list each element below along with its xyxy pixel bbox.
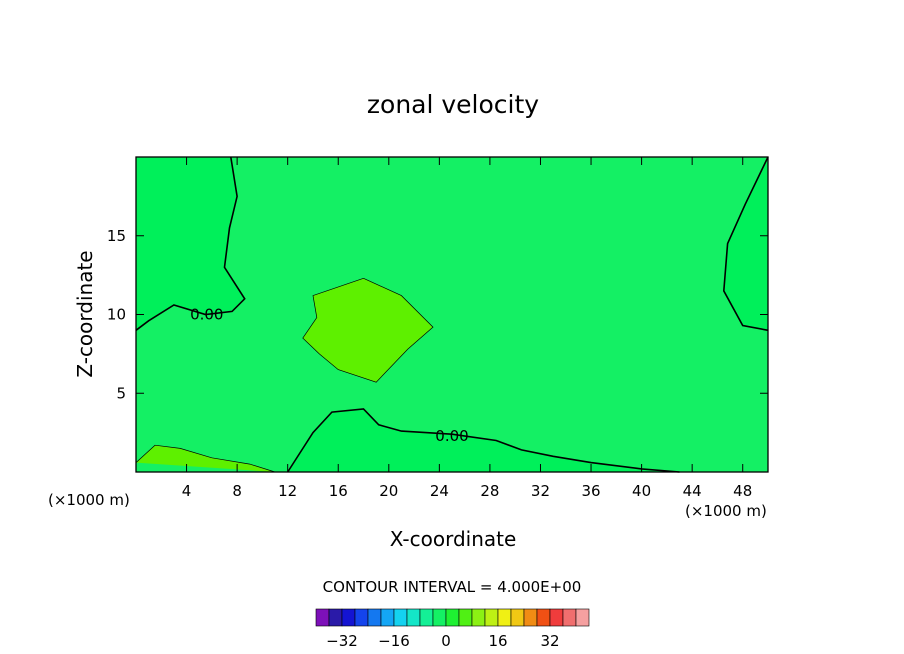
colorbar-swatch-15 xyxy=(510,608,525,627)
colorbar-swatch-7 xyxy=(406,608,421,627)
colorbar-tick-label: 0 xyxy=(441,632,451,650)
colorbar-swatch-8 xyxy=(419,608,434,627)
colorbar: −32 −16 0 16 32 xyxy=(315,608,590,650)
x-tick-label: 8 xyxy=(232,482,242,500)
colorbar-tick-label: −32 xyxy=(326,632,358,650)
colorbar-tick-label: −16 xyxy=(378,632,410,650)
x-tick-label: 28 xyxy=(480,482,499,500)
y-tick-label: 5 xyxy=(116,384,126,402)
contour-label-1: 0.00 xyxy=(435,427,468,445)
colorbar-swatch-13 xyxy=(484,608,499,627)
contour-four-1 xyxy=(135,444,276,473)
colorbar-swatch-14 xyxy=(497,608,512,627)
colorbar-swatch-2 xyxy=(341,608,356,627)
x-unit-left: (×1000 m) xyxy=(48,491,130,509)
colorbar-swatch-11 xyxy=(458,608,473,627)
x-tick-label: 12 xyxy=(278,482,297,500)
x-axis-label: X-coordinate xyxy=(390,527,517,551)
colorbar-swatch-0 xyxy=(315,608,330,627)
colorbar-swatch-5 xyxy=(380,608,395,627)
colorbar-swatch-17 xyxy=(536,608,551,627)
contour-label-0: 0.00 xyxy=(190,306,223,324)
value-region-1 xyxy=(723,157,768,331)
colorbar-swatch-16 xyxy=(523,608,538,627)
x-tick-label: 32 xyxy=(531,482,550,500)
chart-title: zonal velocity xyxy=(367,90,539,119)
x-tick-label: 44 xyxy=(683,482,702,500)
colorbar-swatch-9 xyxy=(432,608,447,627)
colorbar-swatch-19 xyxy=(562,608,577,627)
colorbar-tick-label: 32 xyxy=(540,632,559,650)
x-tick-label: 20 xyxy=(379,482,398,500)
x-unit-right: (×1000 m) xyxy=(685,502,767,520)
contour-zero-0 xyxy=(135,156,246,331)
y-axis-label: Z-coordinate xyxy=(73,250,97,377)
y-tick-label: 10 xyxy=(107,306,126,324)
colorbar-tick-label: 16 xyxy=(488,632,507,650)
colorbar-swatch-12 xyxy=(471,608,486,627)
colorbar-swatch-1 xyxy=(328,608,343,627)
colorbar-swatch-4 xyxy=(367,608,382,627)
colorbar-swatch-10 xyxy=(445,608,460,627)
contour-zero-2 xyxy=(287,408,680,473)
colorbar-swatch-20 xyxy=(575,608,590,627)
x-tick-label: 40 xyxy=(632,482,651,500)
value-region-2 xyxy=(302,278,433,383)
contour-zero-1 xyxy=(722,156,769,332)
x-tick-label: 36 xyxy=(581,482,600,500)
x-tick-label: 24 xyxy=(430,482,449,500)
colorbar-swatch-18 xyxy=(549,608,564,627)
x-tick-label: 48 xyxy=(733,482,752,500)
contour-four-0 xyxy=(302,277,434,383)
x-tick-label: 4 xyxy=(182,482,192,500)
value-region-4 xyxy=(136,445,275,472)
colorbar-swatch-3 xyxy=(354,608,369,627)
y-tick-label: 15 xyxy=(107,227,126,245)
x-tick-label: 16 xyxy=(329,482,348,500)
field-background xyxy=(136,157,768,472)
colorbar-swatch-6 xyxy=(393,608,408,627)
value-region-0 xyxy=(136,157,245,331)
contour-interval-label: CONTOUR INTERVAL = 4.000E+00 xyxy=(323,578,582,596)
value-region-3 xyxy=(287,409,680,472)
